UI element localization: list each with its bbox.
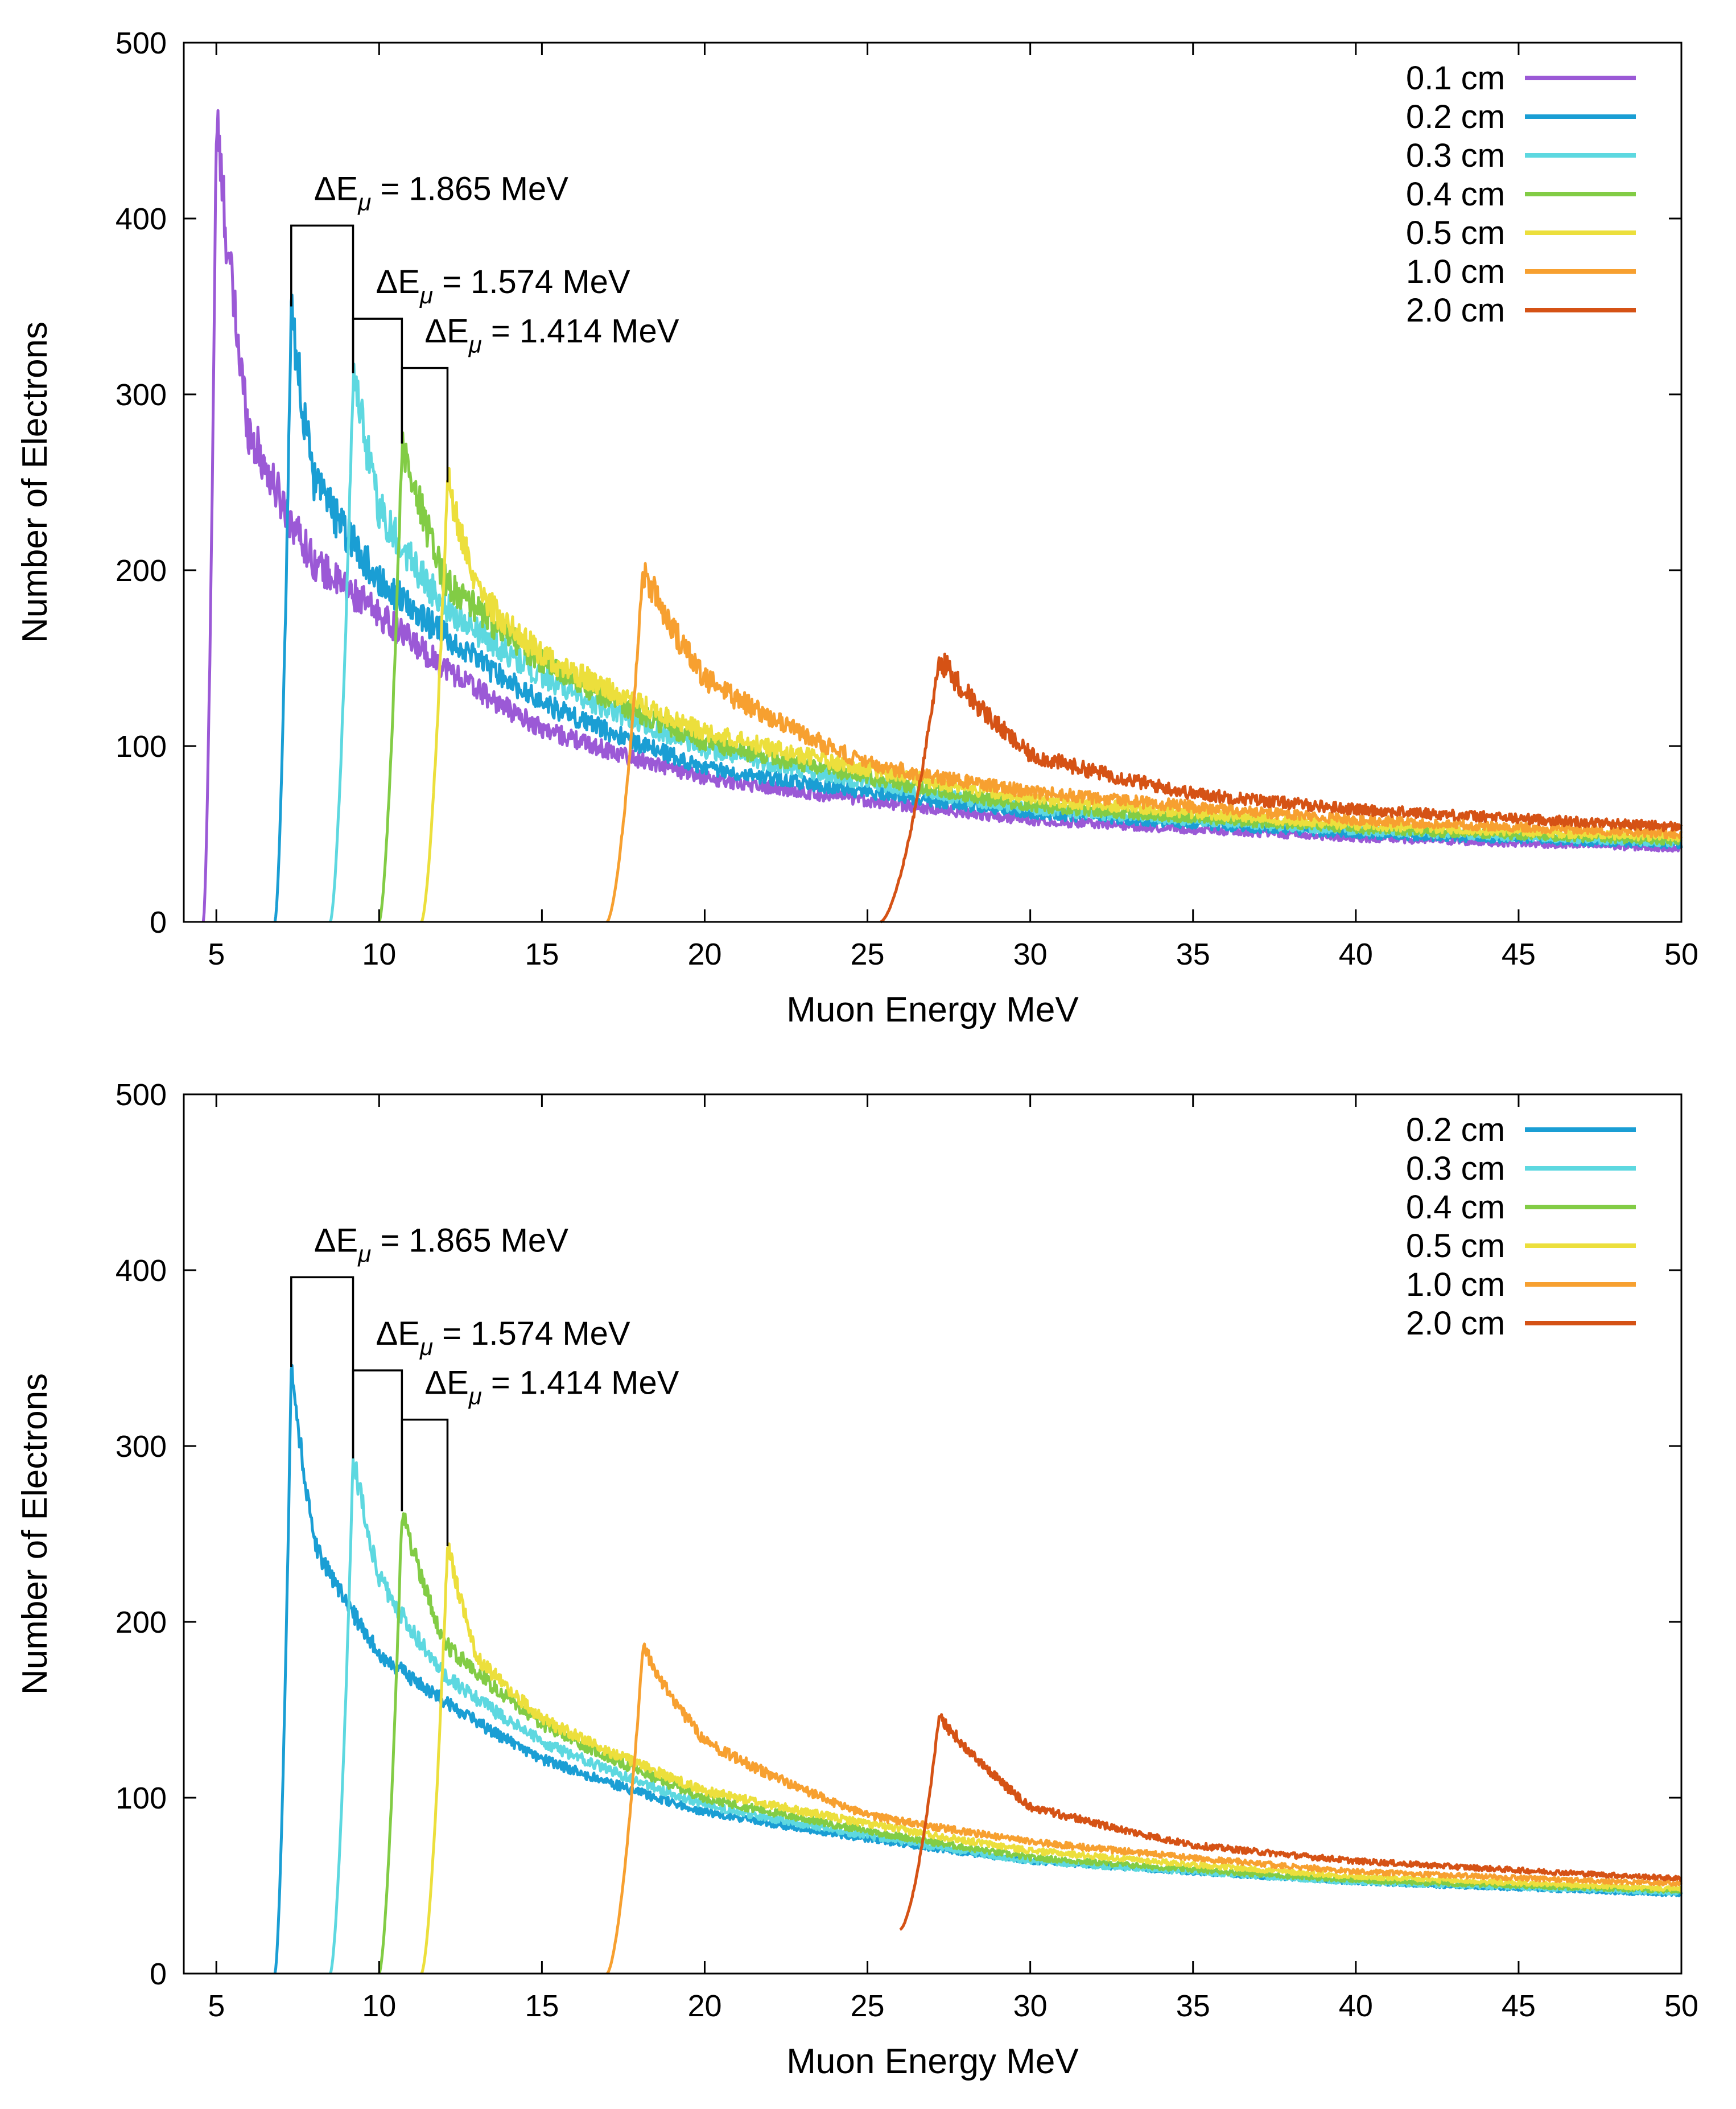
delta-e-label: ΔEμ = 1.865 MeV [314, 170, 568, 215]
x-tick-label: 30 [1013, 937, 1048, 971]
legend-label: 0.3 cm [1406, 137, 1505, 174]
x-tick-label: 25 [851, 937, 885, 971]
x-tick-label: 10 [362, 1989, 396, 2023]
delta-e-prefix: ΔE [376, 1315, 420, 1352]
y-tick-label: 100 [116, 730, 167, 764]
legend-label: 0.4 cm [1406, 176, 1505, 213]
series-line-0-5-cm [420, 467, 1683, 923]
delta-e-sub: μ [468, 1383, 482, 1410]
series-line-0-4-cm [377, 1512, 1683, 1974]
delta-e-sub: μ [419, 282, 433, 308]
legend-label: 0.2 cm [1406, 1111, 1505, 1148]
x-tick-label: 40 [1339, 1989, 1373, 2023]
series-line-1-0-cm [606, 562, 1683, 923]
series-line-0-2-cm [273, 294, 1683, 922]
y-tick-label: 400 [116, 202, 167, 236]
legend-label: 1.0 cm [1406, 1266, 1505, 1303]
series-line-2-0-cm [899, 1713, 1683, 1931]
delta-e-prefix: ΔE [424, 1365, 468, 1402]
y-axis-title: Number of Electrons [15, 322, 55, 643]
delta-e-prefix: ΔE [376, 263, 420, 300]
x-tick-label: 15 [525, 1989, 559, 2023]
delta-e-value: = 1.574 MeV [433, 263, 630, 300]
y-tick-label: 100 [116, 1781, 167, 1815]
x-tick-label: 10 [362, 937, 396, 971]
x-tick-label: 50 [1664, 937, 1698, 971]
delta-e-value: = 1.574 MeV [433, 1315, 630, 1352]
delta-e-value: = 1.414 MeV [482, 1365, 679, 1402]
legend-label: 2.0 cm [1406, 1305, 1505, 1342]
delta-e-prefix: ΔE [314, 170, 358, 207]
delta-bracket [352, 318, 403, 444]
x-tick-label: 20 [687, 1989, 721, 2023]
chart-top: 5 10 15 20 25 30 35 40 45 500100200300400500Muon … [15, 26, 1698, 1029]
y-tick-label: 200 [116, 554, 167, 588]
legend: 0.1 cm0.2 cm0.3 cm0.4 cm0.5 cm1.0 cm2.0 … [1406, 60, 1636, 329]
x-tick-label: 5 [208, 1989, 225, 2023]
x-tick-label: 40 [1339, 937, 1373, 971]
delta-e-prefix: ΔE [424, 313, 468, 350]
legend-label: 0.1 cm [1406, 60, 1505, 97]
x-tick-label: 50 [1664, 1989, 1698, 2023]
x-tick-label: 5 [208, 937, 225, 971]
legend-label: 0.5 cm [1406, 1227, 1505, 1264]
y-tick-label: 0 [150, 1957, 167, 1991]
legend-label: 0.4 cm [1406, 1189, 1505, 1226]
x-tick-label: 35 [1176, 937, 1210, 971]
delta-e-label: ΔEμ = 1.414 MeV [424, 313, 679, 358]
legend-label: 0.5 cm [1406, 215, 1505, 252]
series-line-0-5-cm [420, 1542, 1683, 1975]
series-line-0-1-cm [201, 109, 1683, 922]
series-line-2-0-cm [880, 652, 1683, 924]
x-tick-label: 20 [687, 937, 721, 971]
delta-e-value: = 1.865 MeV [371, 1222, 568, 1259]
legend-label: 2.0 cm [1406, 292, 1505, 329]
x-tick-label: 30 [1013, 1989, 1048, 2023]
delta-e-value: = 1.414 MeV [482, 313, 679, 350]
y-tick-label: 500 [116, 26, 167, 60]
series-line-1-0-cm [606, 1642, 1683, 1975]
series-group [273, 1364, 1683, 1975]
delta-e-label: ΔEμ = 1.865 MeV [314, 1222, 568, 1267]
chart-bottom: 5 10 15 20 25 30 35 40 45 500100200300400500Muon … [15, 1078, 1698, 2081]
x-tick-label: 25 [851, 1989, 885, 2023]
delta-bracket [401, 1418, 449, 1547]
delta-e-sub: μ [357, 1240, 371, 1267]
delta-bracket [401, 366, 449, 483]
plot-frame [183, 42, 1683, 923]
legend: 0.2 cm0.3 cm0.4 cm0.5 cm1.0 cm2.0 cm [1406, 1111, 1636, 1342]
x-tick-label: 45 [1502, 1989, 1536, 2023]
delta-e-prefix: ΔE [314, 1222, 358, 1259]
x-tick-label: 15 [525, 937, 559, 971]
delta-e-sub: μ [468, 331, 482, 358]
delta-bracket [290, 224, 354, 373]
x-tick-label: 35 [1176, 1989, 1210, 2023]
x-tick-label: 45 [1502, 937, 1536, 971]
delta-e-label: ΔEμ = 1.574 MeV [376, 263, 630, 308]
delta-e-sub: μ [419, 1333, 433, 1360]
y-tick-label: 300 [116, 378, 167, 412]
y-tick-label: 0 [150, 905, 167, 940]
legend-label: 0.2 cm [1406, 98, 1505, 135]
x-axis-title: Muon Energy MeV [786, 990, 1079, 1029]
y-axis-title: Number of Electrons [15, 1373, 55, 1695]
y-tick-label: 500 [116, 1078, 167, 1112]
delta-e-label: ΔEμ = 1.574 MeV [376, 1315, 630, 1360]
delta-e-sub: μ [357, 188, 371, 215]
delta-e-value: = 1.865 MeV [371, 170, 568, 207]
delta-e-label: ΔEμ = 1.414 MeV [424, 1365, 679, 1410]
delta-bracket [290, 1276, 354, 1459]
y-tick-label: 200 [116, 1605, 167, 1640]
legend-label: 0.3 cm [1406, 1150, 1505, 1187]
x-axis-title: Muon Energy MeV [786, 2042, 1079, 2081]
series-group [201, 109, 1683, 924]
plot-frame [183, 1093, 1683, 1975]
legend-label: 1.0 cm [1406, 253, 1505, 290]
y-tick-label: 300 [116, 1430, 167, 1464]
y-tick-label: 400 [116, 1254, 167, 1288]
